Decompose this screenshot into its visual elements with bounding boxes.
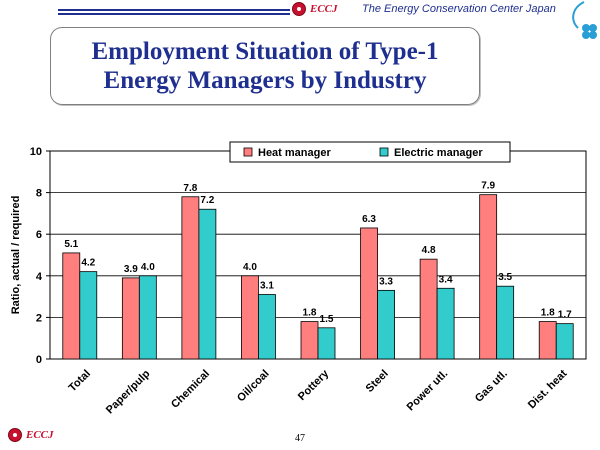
bar-heat-manager	[181, 196, 200, 360]
emblem-leaf-1	[582, 24, 590, 32]
bar-heat-manager	[62, 252, 81, 360]
bar-heat-manager	[419, 258, 438, 360]
bar-electric-manager	[198, 208, 217, 360]
slide-title-line-1: Employment Situation of Type-1	[91, 38, 439, 65]
footer-eccj-logo-text: ECCJ	[26, 429, 54, 441]
x-tick-label: Steel	[364, 368, 391, 395]
slide-title-box: Employment Situation of Type-1 Energy Ma…	[50, 27, 480, 105]
bar-heat-manager	[300, 321, 319, 360]
y-tick-label: 4	[36, 271, 43, 283]
bar-electric-manager	[138, 275, 157, 360]
data-label: 7.2	[200, 195, 214, 206]
x-tick-label: Total	[66, 368, 92, 394]
bar-heat-manager	[479, 194, 498, 360]
bar-electric-manager	[377, 289, 395, 360]
footer-eccj-emblem-icon	[8, 428, 22, 442]
clover-emblem-icon	[572, 1, 597, 39]
organization-name: The Energy Conservation Center Japan	[362, 3, 556, 15]
bar-electric-manager	[436, 287, 455, 360]
emblem-leaf-4	[589, 31, 597, 39]
y-tick-label: 6	[36, 229, 42, 241]
bar-electric-manager	[317, 327, 336, 360]
bar-heat-manager	[538, 321, 557, 360]
legend	[229, 141, 511, 163]
data-label: 3.1	[260, 281, 274, 292]
header-rule-bottom	[58, 13, 290, 15]
x-tick-label: Paper/pulp	[104, 368, 153, 417]
header-rule-top	[58, 9, 290, 11]
bar-heat-manager	[241, 275, 259, 360]
legend-label: Electric manager	[394, 147, 483, 159]
data-label: 4.8	[422, 245, 436, 256]
data-label: 7.9	[481, 181, 495, 192]
eccj-emblem-icon	[292, 2, 306, 16]
emblem-leaf-2	[589, 24, 597, 32]
data-label: 3.9	[124, 264, 138, 275]
y-tick-label: 8	[36, 188, 42, 200]
y-axis-label: Ratio, actual / required	[10, 196, 22, 315]
data-label: 3.3	[379, 276, 393, 287]
emblem-swoosh	[572, 1, 585, 29]
x-tick-label: Pottery	[296, 367, 332, 403]
data-label: 3.5	[498, 272, 512, 283]
legend-swatch	[379, 147, 389, 157]
bar-electric-manager	[258, 294, 276, 360]
data-label: 1.5	[320, 314, 334, 325]
y-tick-label: 0	[36, 354, 42, 366]
legend-swatch	[243, 147, 253, 157]
data-label: 3.4	[439, 274, 453, 285]
data-label: 7.8	[183, 183, 197, 194]
data-label: 4.0	[243, 262, 257, 273]
data-label: 4.0	[141, 262, 155, 273]
data-label: 1.8	[541, 308, 555, 319]
legend-label: Heat manager	[258, 147, 331, 159]
eccj-logo: ECCJ	[292, 2, 338, 16]
y-tick-label: 10	[30, 146, 42, 158]
x-tick-label: Gas utl.	[473, 368, 510, 405]
bar-heat-manager	[360, 227, 378, 360]
slide-title-line-2: Energy Managers by Industry	[103, 67, 427, 94]
data-label: 4.2	[81, 258, 95, 269]
x-tick-label: Oil/coal	[235, 368, 272, 405]
data-label: 1.8	[303, 308, 317, 319]
data-label: 1.7	[558, 310, 572, 321]
x-tick-label: Chemical	[169, 368, 212, 411]
x-tick-label: Power utl.	[405, 368, 451, 414]
data-label: 6.3	[362, 214, 376, 225]
y-tick-label: 2	[36, 312, 42, 324]
footer-eccj-logo: ECCJ	[8, 428, 54, 442]
bar-electric-manager	[79, 271, 98, 360]
bar-heat-manager	[121, 277, 140, 360]
page-number: 47	[295, 433, 305, 444]
emblem-leaf-3	[582, 31, 590, 39]
bar-electric-manager	[555, 323, 574, 360]
eccj-logo-text: ECCJ	[310, 3, 338, 15]
data-label: 5.1	[64, 239, 78, 250]
x-tick-label: Dist. heat	[526, 367, 570, 411]
bar-electric-manager	[496, 285, 515, 360]
